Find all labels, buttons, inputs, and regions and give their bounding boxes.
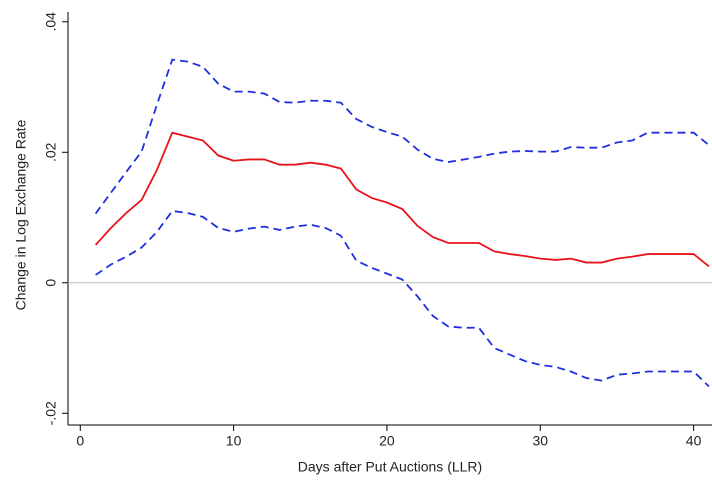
series-line bbox=[95, 210, 710, 388]
y-tick-label: 0 bbox=[43, 279, 59, 287]
x-tick-label: 30 bbox=[532, 433, 548, 449]
x-tick-label: 40 bbox=[686, 433, 702, 449]
x-tick-label: 0 bbox=[76, 433, 84, 449]
y-tick-label: .04 bbox=[43, 12, 59, 32]
series-line bbox=[94, 131, 710, 268]
y-tick-label: -.02 bbox=[43, 401, 59, 425]
y-axis-title: Change in Log Exchange Rate bbox=[13, 119, 29, 310]
x-tick-label: 10 bbox=[226, 433, 242, 449]
x-axis-title: Days after Put Auctions (LLR) bbox=[298, 459, 482, 475]
series-line bbox=[94, 58, 710, 215]
x-tick-label: 20 bbox=[379, 433, 395, 449]
y-tick-label: .02 bbox=[43, 142, 59, 162]
